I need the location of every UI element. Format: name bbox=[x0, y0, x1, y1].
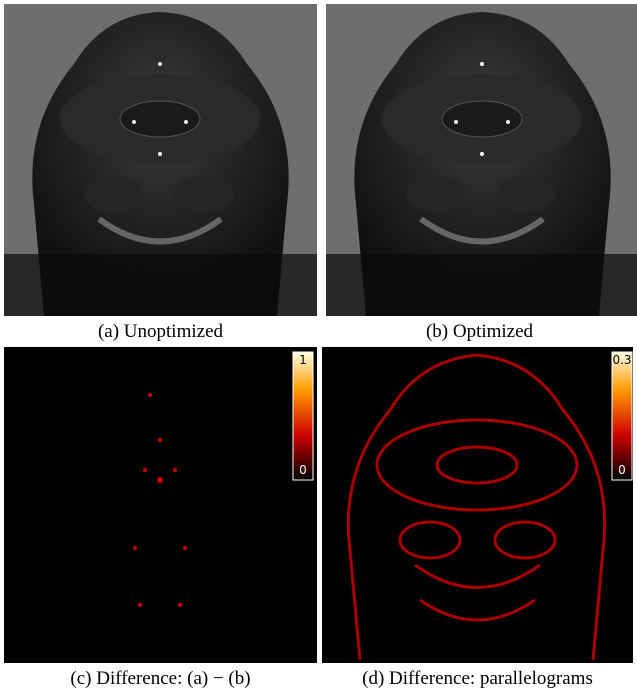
figure: 1 0 0.3 0 (a) Unoptimized (b) Optimized … bbox=[0, 0, 637, 695]
colorbar-min: 0 bbox=[299, 463, 307, 477]
caption: (d) Difference: parallelograms bbox=[322, 668, 633, 690]
colorbar-max: 1 bbox=[299, 353, 307, 367]
caption: (c) Difference: (a) − (b) bbox=[4, 668, 317, 690]
render-optimized bbox=[326, 4, 637, 316]
colorbar bbox=[612, 352, 632, 480]
difference-image bbox=[4, 347, 317, 663]
caption: (a) Unoptimized bbox=[4, 321, 317, 343]
figure-art: 1 0 0.3 0 bbox=[0, 0, 637, 695]
colorbar-max: 0.3 bbox=[612, 353, 631, 367]
caption: (b) Optimized bbox=[326, 321, 633, 343]
colorbar-min: 0 bbox=[618, 463, 626, 477]
render-unoptimized bbox=[4, 4, 317, 316]
difference-image bbox=[322, 347, 633, 663]
colorbar bbox=[293, 352, 313, 480]
